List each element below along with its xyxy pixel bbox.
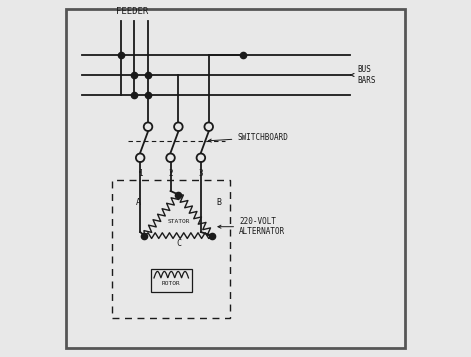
- Text: ROTOR: ROTOR: [162, 281, 180, 286]
- Text: BUS
BARS: BUS BARS: [351, 65, 375, 85]
- Text: A: A: [136, 198, 140, 207]
- Text: 2: 2: [168, 169, 173, 177]
- Text: FEEDER: FEEDER: [116, 7, 148, 16]
- FancyBboxPatch shape: [66, 9, 405, 348]
- Text: B: B: [216, 198, 221, 207]
- Text: 1: 1: [138, 169, 143, 177]
- Text: 220-VOLT
ALTERNATOR: 220-VOLT ALTERNATOR: [218, 217, 285, 236]
- Text: C: C: [176, 238, 181, 248]
- Bar: [113, 180, 230, 318]
- Text: SWITCHBOARD: SWITCHBOARD: [208, 133, 288, 142]
- Bar: [151, 269, 192, 292]
- Text: STATOR: STATOR: [167, 220, 190, 225]
- Text: 3: 3: [199, 169, 203, 177]
